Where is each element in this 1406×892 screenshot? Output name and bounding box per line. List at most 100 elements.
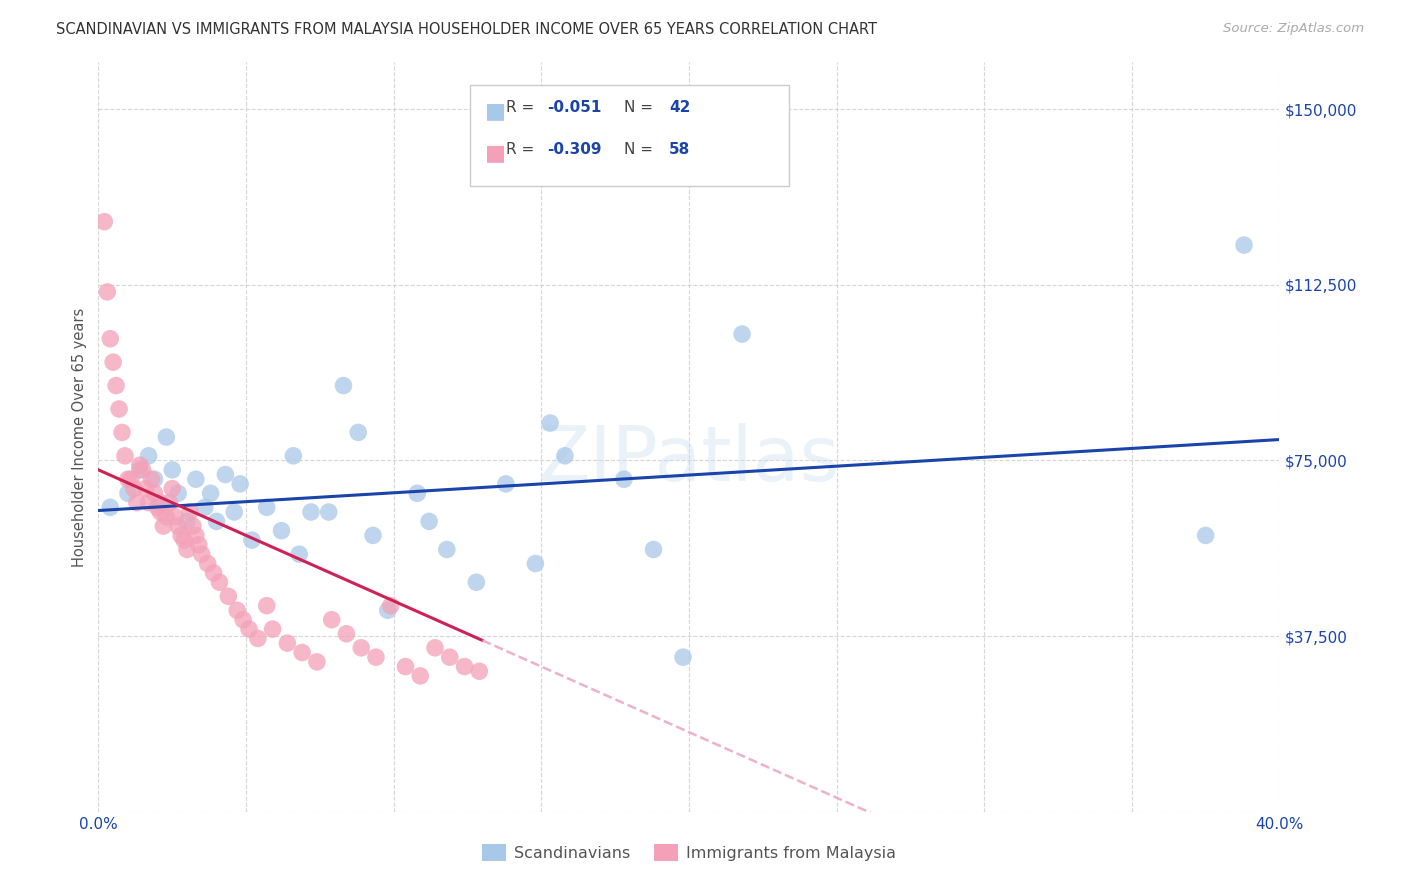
Point — [436, 542, 458, 557]
Point — [152, 519, 174, 533]
Point — [423, 640, 446, 655]
Point — [146, 500, 169, 515]
Text: Source: ZipAtlas.com: Source: ZipAtlas.com — [1223, 22, 1364, 36]
Point — [143, 472, 166, 486]
Point — [167, 486, 190, 500]
Point — [672, 650, 695, 665]
Point — [468, 664, 491, 679]
Point — [162, 482, 183, 496]
Point — [318, 505, 340, 519]
Point — [453, 659, 475, 673]
Point — [270, 524, 292, 538]
Point — [229, 476, 252, 491]
Point — [114, 449, 136, 463]
Point — [238, 622, 260, 636]
Point — [125, 496, 148, 510]
Point — [1195, 528, 1218, 542]
Point — [138, 496, 160, 510]
Text: -0.051: -0.051 — [547, 100, 602, 115]
Point — [524, 557, 547, 571]
Point — [96, 285, 118, 299]
Point — [200, 486, 222, 500]
Point — [108, 401, 131, 416]
Point — [132, 463, 155, 477]
Point — [613, 472, 636, 486]
Point — [418, 514, 440, 528]
Text: N =: N = — [624, 100, 658, 115]
Point — [299, 505, 322, 519]
Point — [194, 500, 217, 515]
Text: -0.309: -0.309 — [547, 142, 602, 157]
Point — [149, 505, 172, 519]
Legend: Scandinavians, Immigrants from Malaysia: Scandinavians, Immigrants from Malaysia — [475, 838, 903, 867]
Point — [173, 533, 195, 547]
Point — [276, 636, 298, 650]
Point — [117, 472, 139, 486]
Point — [128, 458, 150, 473]
Point — [332, 378, 354, 392]
Point — [394, 659, 416, 673]
Point — [246, 632, 269, 646]
Point — [197, 557, 219, 571]
Point — [170, 528, 193, 542]
Point — [439, 650, 461, 665]
Point — [240, 533, 263, 547]
Point — [157, 496, 180, 510]
Point — [143, 486, 166, 500]
Point — [105, 378, 128, 392]
Point — [380, 599, 402, 613]
Point — [135, 482, 157, 496]
Point — [291, 646, 314, 660]
Point — [350, 640, 373, 655]
Text: 42: 42 — [669, 100, 690, 115]
Point — [176, 542, 198, 557]
Point — [141, 472, 163, 486]
Point — [217, 590, 239, 604]
Point — [103, 355, 125, 369]
Point — [202, 566, 225, 580]
Point — [187, 538, 209, 552]
Text: R =: R = — [506, 142, 538, 157]
Point — [93, 214, 115, 228]
Text: N =: N = — [624, 142, 658, 157]
Point — [149, 496, 172, 510]
Point — [406, 486, 429, 500]
Point — [731, 326, 754, 341]
Point — [128, 463, 150, 477]
Point — [224, 505, 246, 519]
Text: SCANDINAVIAN VS IMMIGRANTS FROM MALAYSIA HOUSEHOLDER INCOME OVER 65 YEARS CORREL: SCANDINAVIAN VS IMMIGRANTS FROM MALAYSIA… — [56, 22, 877, 37]
Point — [1233, 238, 1256, 252]
Point — [181, 519, 204, 533]
Text: ■: ■ — [485, 102, 506, 121]
Point — [538, 416, 561, 430]
Point — [347, 425, 370, 440]
Point — [176, 514, 198, 528]
Point — [495, 476, 517, 491]
Point — [117, 486, 139, 500]
Point — [165, 509, 187, 524]
Point — [361, 528, 384, 542]
Point — [643, 542, 665, 557]
Text: 58: 58 — [669, 142, 690, 157]
Point — [98, 332, 121, 346]
Point — [184, 472, 207, 486]
Point — [120, 472, 142, 486]
Point — [256, 599, 278, 613]
Point — [179, 505, 201, 519]
Point — [214, 467, 236, 482]
Text: ■: ■ — [485, 144, 506, 163]
Point — [262, 622, 284, 636]
Y-axis label: Householder Income Over 65 years: Householder Income Over 65 years — [72, 308, 87, 566]
Point — [138, 449, 160, 463]
Point — [335, 626, 357, 640]
Point — [111, 425, 134, 440]
Point — [205, 514, 228, 528]
Point — [98, 500, 121, 515]
Point — [167, 519, 190, 533]
Point — [364, 650, 387, 665]
Point — [256, 500, 278, 515]
Point — [122, 482, 145, 496]
Point — [162, 463, 183, 477]
Point — [232, 613, 254, 627]
Point — [321, 613, 343, 627]
